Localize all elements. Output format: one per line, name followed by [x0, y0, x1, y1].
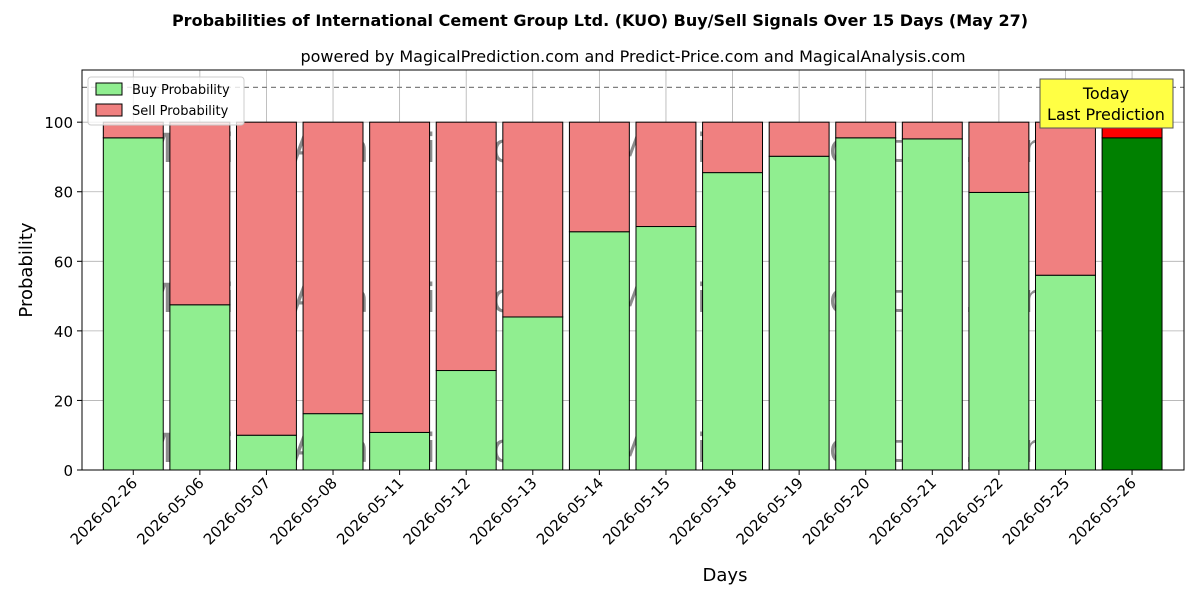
bar-sell — [369, 121, 431, 433]
bar-sell — [235, 121, 297, 436]
legend-swatch — [95, 82, 123, 96]
y-tick-label: 20 — [54, 392, 73, 410]
y-tick-label: 40 — [54, 323, 73, 341]
y-tick-label: 100 — [44, 114, 73, 132]
bar-buy — [369, 431, 431, 471]
bar-buy — [768, 155, 830, 471]
bar-sell — [968, 121, 1030, 193]
chart-subtitle: powered by MagicalPrediction.com and Pre… — [300, 47, 965, 66]
chart-title: Probabilities of International Cement Gr… — [172, 11, 1028, 30]
x-tick-label: 2026-05-06 — [133, 474, 207, 548]
bar-sell — [502, 121, 564, 318]
bar-sell — [635, 121, 697, 228]
x-tick-label: 2026-05-13 — [466, 474, 540, 548]
bar-buy — [568, 231, 630, 471]
bar-sell — [302, 121, 364, 415]
bars — [102, 121, 1163, 471]
bar-buy — [435, 370, 497, 471]
bar-buy — [835, 137, 897, 471]
bar-buy — [502, 316, 564, 471]
x-tick-label: 2026-05-22 — [932, 474, 1006, 548]
x-tick-label: 2026-02-26 — [67, 474, 141, 548]
bar-sell — [435, 121, 497, 372]
plot-frame — [81, 69, 1185, 471]
x-tick-label: 2026-05-26 — [1066, 474, 1140, 548]
legend-swatch — [95, 103, 123, 117]
annotation-box — [1039, 78, 1174, 129]
bar-buy — [901, 138, 963, 471]
bar-sell — [568, 121, 630, 233]
bar-buy — [235, 434, 297, 471]
y-axis-label: Probability — [16, 222, 37, 317]
bar-buy — [968, 191, 1030, 471]
x-tick-label: 2026-05-11 — [333, 474, 407, 548]
x-tick-label: 2026-05-12 — [400, 474, 474, 548]
x-tick-label: 2026-05-21 — [866, 474, 940, 548]
legend-label: Sell Probability — [132, 104, 229, 119]
bar-sell — [901, 121, 963, 140]
bar-buy — [1035, 274, 1096, 471]
annotation-line2: Last Prediction — [1047, 105, 1165, 124]
bar-sell — [702, 121, 764, 174]
annotation-line1: Today — [1082, 84, 1129, 103]
legend-box — [87, 76, 245, 126]
bar-buy — [169, 304, 231, 471]
x-tick-label: 2026-05-07 — [200, 474, 274, 548]
y-axis: 0 20 40 60 80 100 — [44, 114, 82, 480]
bar-sell — [835, 121, 897, 139]
bar-sell — [768, 121, 830, 157]
bar-buy — [1101, 137, 1163, 471]
bar-buy — [635, 226, 697, 471]
x-tick-label: 2026-05-20 — [799, 474, 873, 548]
bar-buy — [102, 137, 164, 471]
x-tick-label: 2026-05-19 — [733, 474, 807, 548]
bar-sell — [1035, 121, 1096, 276]
bar-buy — [302, 413, 364, 471]
y-tick-label: 60 — [54, 253, 73, 271]
today-annotation: Today Last Prediction — [1039, 78, 1174, 129]
y-tick-label: 0 — [63, 462, 73, 480]
x-axis: 2026-02-262026-05-062026-05-072026-05-08… — [67, 470, 1140, 548]
x-tick-label: 2026-05-08 — [266, 474, 340, 548]
legend: Buy Probability Sell Probability — [87, 76, 245, 126]
x-tick-label: 2026-05-25 — [999, 474, 1073, 548]
bar-buy — [702, 172, 764, 471]
x-tick-label: 2026-05-15 — [599, 474, 673, 548]
x-tick-label: 2026-05-18 — [666, 474, 740, 548]
y-tick-label: 80 — [54, 184, 73, 202]
x-tick-label: 2026-05-14 — [533, 474, 607, 548]
x-axis-label: Days — [703, 565, 748, 586]
legend-label: Buy Probability — [132, 83, 230, 98]
bar-sell — [169, 121, 231, 306]
